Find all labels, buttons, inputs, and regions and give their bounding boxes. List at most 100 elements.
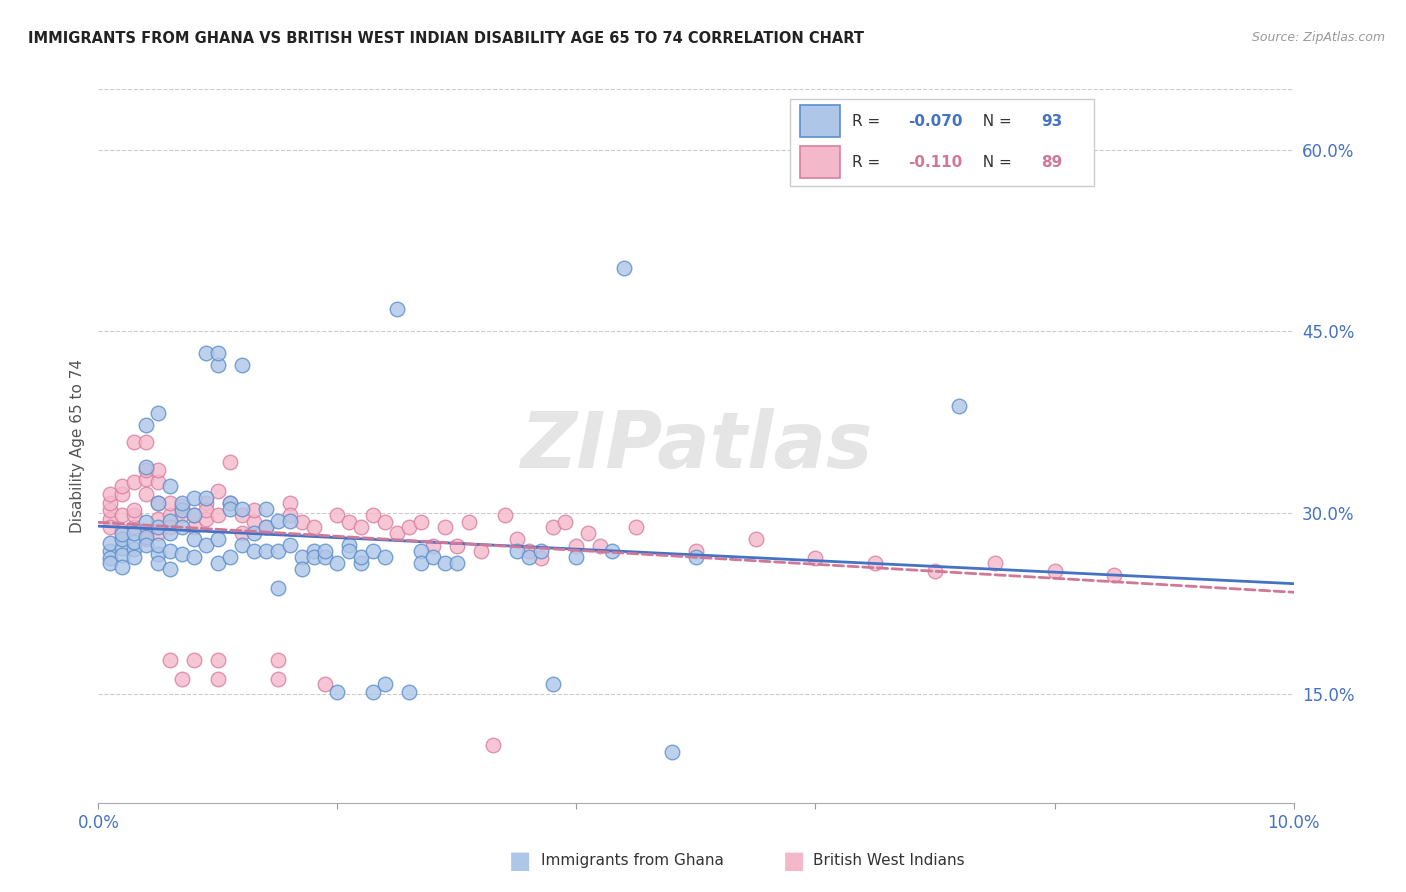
Point — [183, 520, 205, 534]
Point — [124, 550, 146, 565]
Point — [111, 487, 134, 501]
Point — [231, 526, 253, 541]
Point — [339, 544, 361, 558]
Point — [135, 459, 157, 474]
FancyBboxPatch shape — [790, 99, 1094, 186]
Text: 93: 93 — [1040, 114, 1063, 128]
Point — [98, 520, 122, 534]
Point — [685, 544, 707, 558]
Text: ■: ■ — [509, 849, 531, 872]
Point — [278, 508, 301, 522]
Point — [207, 346, 229, 360]
Point — [326, 684, 349, 698]
Point — [517, 544, 540, 558]
Point — [267, 673, 290, 687]
Point — [124, 508, 146, 522]
Point — [530, 551, 553, 566]
Point — [278, 514, 301, 528]
Point — [578, 526, 600, 541]
Point — [291, 550, 314, 565]
Point — [148, 520, 170, 534]
Point — [302, 550, 325, 565]
Point — [183, 653, 205, 667]
Point — [267, 514, 290, 528]
Point — [685, 550, 707, 565]
Point — [183, 532, 205, 546]
Point — [148, 475, 170, 490]
Point — [159, 544, 181, 558]
Point — [135, 530, 157, 544]
Point — [135, 463, 157, 477]
Point — [865, 557, 887, 571]
Point — [98, 557, 122, 571]
Point — [111, 479, 134, 493]
Point — [219, 496, 242, 510]
Point — [267, 544, 290, 558]
Point — [315, 544, 337, 558]
Point — [267, 581, 290, 595]
Point — [924, 564, 946, 578]
Point — [363, 544, 385, 558]
Point — [148, 526, 170, 541]
Text: N =: N = — [973, 114, 1017, 128]
Point — [602, 544, 624, 558]
Point — [219, 496, 242, 510]
Point — [148, 511, 170, 525]
Point — [422, 550, 444, 565]
Point — [363, 508, 385, 522]
Point — [254, 502, 277, 516]
Point — [411, 557, 433, 571]
Point — [231, 358, 253, 372]
Point — [148, 496, 170, 510]
Point — [254, 544, 277, 558]
Point — [172, 503, 194, 517]
Point — [517, 550, 540, 565]
Point — [172, 520, 194, 534]
Point — [385, 302, 409, 317]
Text: -0.110: -0.110 — [908, 155, 962, 169]
Point — [231, 502, 253, 516]
Point — [124, 526, 146, 541]
Point — [363, 684, 385, 698]
Point — [554, 515, 576, 529]
Point — [446, 540, 468, 554]
Point — [984, 557, 1007, 571]
Point — [434, 520, 457, 534]
Point — [159, 479, 181, 493]
Point — [219, 502, 242, 516]
Point — [124, 475, 146, 490]
FancyBboxPatch shape — [800, 105, 839, 137]
Point — [315, 550, 337, 565]
Point — [111, 560, 134, 574]
Point — [135, 526, 157, 541]
Y-axis label: Disability Age 65 to 74: Disability Age 65 to 74 — [69, 359, 84, 533]
Point — [374, 677, 396, 691]
Point — [195, 511, 218, 525]
Point — [1043, 564, 1066, 578]
Point — [98, 511, 122, 525]
Point — [613, 261, 636, 276]
Point — [207, 673, 229, 687]
Point — [98, 496, 122, 510]
Point — [124, 520, 146, 534]
Point — [207, 532, 229, 546]
Point — [350, 550, 373, 565]
Point — [172, 496, 194, 510]
Point — [124, 541, 146, 556]
Point — [326, 508, 349, 522]
Point — [148, 557, 170, 571]
Text: 89: 89 — [1040, 155, 1063, 169]
Text: British West Indians: British West Indians — [813, 854, 965, 868]
Point — [207, 557, 229, 571]
Point — [183, 491, 205, 505]
Point — [159, 514, 181, 528]
Text: R =: R = — [852, 114, 886, 128]
Point — [291, 562, 314, 576]
Point — [135, 532, 157, 546]
Text: Immigrants from Ghana: Immigrants from Ghana — [541, 854, 724, 868]
Point — [530, 544, 553, 558]
Point — [278, 496, 301, 510]
Point — [159, 526, 181, 541]
Point — [411, 515, 433, 529]
Point — [302, 544, 325, 558]
